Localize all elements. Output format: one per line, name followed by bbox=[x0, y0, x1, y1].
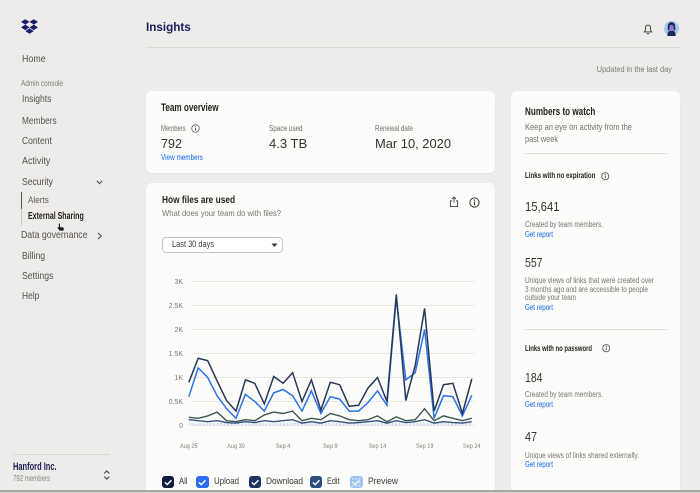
svg-text:1K: 1K bbox=[174, 375, 183, 382]
svg-text:1.5K: 1.5K bbox=[169, 351, 184, 358]
svg-text:2.5K: 2.5K bbox=[169, 303, 184, 310]
svg-text:3K: 3K bbox=[174, 279, 183, 286]
svg-text:Sep 4: Sep 4 bbox=[276, 443, 291, 450]
svg-text:0: 0 bbox=[179, 423, 183, 430]
svg-text:0.5K: 0.5K bbox=[169, 399, 184, 406]
svg-text:2K: 2K bbox=[174, 327, 183, 334]
svg-text:Aug 25: Aug 25 bbox=[180, 443, 198, 450]
svg-text:Sep 19: Sep 19 bbox=[416, 443, 434, 450]
svg-text:Sep 14: Sep 14 bbox=[369, 443, 387, 450]
svg-text:Sep 24: Sep 24 bbox=[463, 443, 481, 450]
svg-text:Sep 9: Sep 9 bbox=[323, 443, 338, 450]
svg-text:Aug 30: Aug 30 bbox=[227, 443, 245, 450]
